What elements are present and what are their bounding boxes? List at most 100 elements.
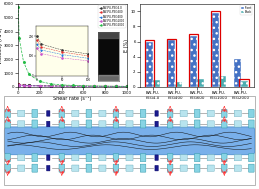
BW-PU-PEG4.0 xyxy=(114,85,118,87)
BW-PU-PEG400 xyxy=(114,85,118,88)
FancyBboxPatch shape xyxy=(72,154,79,161)
FancyBboxPatch shape xyxy=(140,120,146,128)
BW-PU-PEG400 xyxy=(93,85,96,88)
Bar xyxy=(189,34,198,88)
BW-PU-PEG2000 xyxy=(27,73,31,76)
BW-PU-PEG600 xyxy=(71,85,74,87)
BW-PU-PEG4.0 xyxy=(17,83,20,85)
FancyBboxPatch shape xyxy=(207,154,214,161)
FancyBboxPatch shape xyxy=(126,110,133,117)
BW-PU-PEG2000 xyxy=(125,85,128,88)
BW-PU-PEG600 xyxy=(18,84,21,86)
BW-PU-PEG2000 xyxy=(22,61,25,63)
BW-PU-PEG4.0 xyxy=(71,85,74,87)
BW-PU-PEG1000 xyxy=(18,84,21,87)
FancyBboxPatch shape xyxy=(167,154,173,162)
BW-PU-PEG600 xyxy=(93,85,96,87)
BW-PU-PEG400 xyxy=(18,84,21,86)
Y-axis label: Viscosity (Pa·s): Viscosity (Pa·s) xyxy=(0,27,3,64)
Bar xyxy=(212,13,219,87)
FancyBboxPatch shape xyxy=(47,165,50,171)
BW-PU-PEG600 xyxy=(38,85,41,87)
FancyBboxPatch shape xyxy=(221,164,227,172)
FancyBboxPatch shape xyxy=(72,165,79,171)
Legend: Front, Back: Front, Back xyxy=(240,5,252,15)
Bar xyxy=(168,40,175,87)
BW-PU-PEG4.0 xyxy=(18,84,21,86)
BW-PU-PEG1000 xyxy=(49,85,52,87)
Bar xyxy=(36,26,88,76)
Bar xyxy=(167,39,176,88)
BW-PU-PEG400 xyxy=(38,85,41,87)
FancyBboxPatch shape xyxy=(18,165,25,171)
FancyBboxPatch shape xyxy=(234,165,241,171)
FancyBboxPatch shape xyxy=(4,127,255,155)
BW-PU-PEG600 xyxy=(17,83,20,86)
FancyBboxPatch shape xyxy=(18,154,25,161)
X-axis label: Shear rate (s⁻¹): Shear rate (s⁻¹) xyxy=(53,97,92,101)
FancyBboxPatch shape xyxy=(99,121,106,127)
Bar xyxy=(146,42,153,87)
FancyBboxPatch shape xyxy=(5,109,10,117)
FancyBboxPatch shape xyxy=(113,120,119,128)
FancyBboxPatch shape xyxy=(59,154,64,162)
FancyBboxPatch shape xyxy=(18,121,25,127)
BW-PU-PEG400 xyxy=(22,84,25,87)
BW-PU-PEG600 xyxy=(60,85,63,87)
FancyBboxPatch shape xyxy=(249,120,254,128)
FancyBboxPatch shape xyxy=(180,165,187,171)
FancyBboxPatch shape xyxy=(72,110,79,117)
FancyBboxPatch shape xyxy=(5,164,10,172)
FancyBboxPatch shape xyxy=(207,110,214,117)
BW-PU-PEG2000 xyxy=(93,85,96,87)
BW-PU-PEG1000 xyxy=(82,85,85,88)
FancyBboxPatch shape xyxy=(32,109,38,117)
FancyBboxPatch shape xyxy=(207,165,214,171)
Line: BW-PU-PEG400: BW-PU-PEG400 xyxy=(17,84,128,87)
FancyBboxPatch shape xyxy=(47,111,50,116)
FancyBboxPatch shape xyxy=(32,120,38,128)
FancyBboxPatch shape xyxy=(234,154,241,161)
Line: BW-PU-PEG2000: BW-PU-PEG2000 xyxy=(17,6,128,87)
BW-PU-PEG1000 xyxy=(71,85,74,88)
BW-PU-PEG4.0 xyxy=(60,85,63,87)
FancyBboxPatch shape xyxy=(113,154,119,162)
FancyBboxPatch shape xyxy=(249,109,254,117)
FancyBboxPatch shape xyxy=(113,164,119,172)
FancyBboxPatch shape xyxy=(221,109,227,117)
BW-PU-PEG2000 xyxy=(49,83,52,85)
BW-PU-PEG2000 xyxy=(60,84,63,86)
BW-PU-PEG600 xyxy=(22,84,25,86)
FancyBboxPatch shape xyxy=(167,109,173,117)
BW-PU-PEG2000 xyxy=(82,85,85,87)
BW-PU-PEG4.0 xyxy=(104,85,107,87)
Bar xyxy=(240,79,249,88)
FancyBboxPatch shape xyxy=(167,164,173,172)
BW-PU-PEG1000 xyxy=(60,85,63,87)
FancyBboxPatch shape xyxy=(180,154,187,161)
FancyBboxPatch shape xyxy=(72,121,79,127)
FancyBboxPatch shape xyxy=(195,164,200,172)
FancyBboxPatch shape xyxy=(99,154,106,161)
Line: BW-PU-PEG600: BW-PU-PEG600 xyxy=(17,84,128,87)
BW-PU-PEG1000 xyxy=(104,85,107,88)
FancyBboxPatch shape xyxy=(99,110,106,117)
FancyBboxPatch shape xyxy=(195,120,200,128)
FancyBboxPatch shape xyxy=(59,164,64,172)
FancyBboxPatch shape xyxy=(47,121,50,127)
FancyBboxPatch shape xyxy=(5,120,10,128)
FancyBboxPatch shape xyxy=(155,121,158,127)
Bar xyxy=(219,76,226,87)
Bar xyxy=(190,36,197,87)
BW-PU-PEG4.0 xyxy=(125,85,128,88)
FancyBboxPatch shape xyxy=(126,121,133,127)
Bar xyxy=(211,11,220,88)
BW-PU-PEG400 xyxy=(27,85,31,87)
BW-PU-PEG4.0 xyxy=(38,84,41,87)
FancyBboxPatch shape xyxy=(32,164,38,172)
BW-PU-PEG2000 xyxy=(114,85,118,88)
FancyBboxPatch shape xyxy=(221,154,227,162)
FancyBboxPatch shape xyxy=(86,109,92,117)
FancyBboxPatch shape xyxy=(140,164,146,172)
FancyBboxPatch shape xyxy=(249,154,254,162)
